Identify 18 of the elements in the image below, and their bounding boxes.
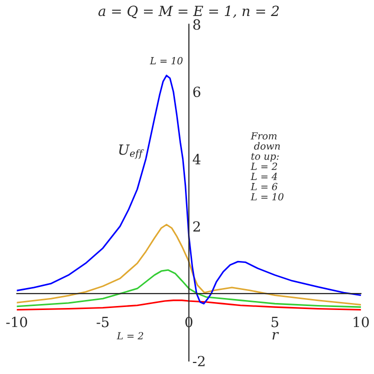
line-series <box>16 300 361 311</box>
x-axis-title: r <box>272 332 279 340</box>
y-tick-label: 2 <box>193 221 200 232</box>
chart-title: a = Q = M = E = 1, n = 2 <box>98 6 279 18</box>
annotation: From down to up: L = 2 L = 4 L = 6 L = 10 <box>250 132 284 200</box>
y-tick-label: 6 <box>193 86 200 98</box>
y-tick-label: 4 <box>192 154 200 164</box>
y-axis-title: U$_{eff}$ <box>119 144 144 159</box>
line-series <box>16 269 361 308</box>
x-tick-label: -5 <box>96 316 109 328</box>
y-tick-label: -2 <box>192 356 205 366</box>
annotation: L = 10 <box>150 57 183 64</box>
annotation: L = 2 <box>116 332 144 340</box>
line-series <box>16 74 361 304</box>
x-tick-label: -10 <box>6 316 28 328</box>
x-tick-label: 5 <box>272 316 278 328</box>
x-tick-label: 10 <box>354 316 369 328</box>
y-tick-label: 8 <box>193 19 200 30</box>
